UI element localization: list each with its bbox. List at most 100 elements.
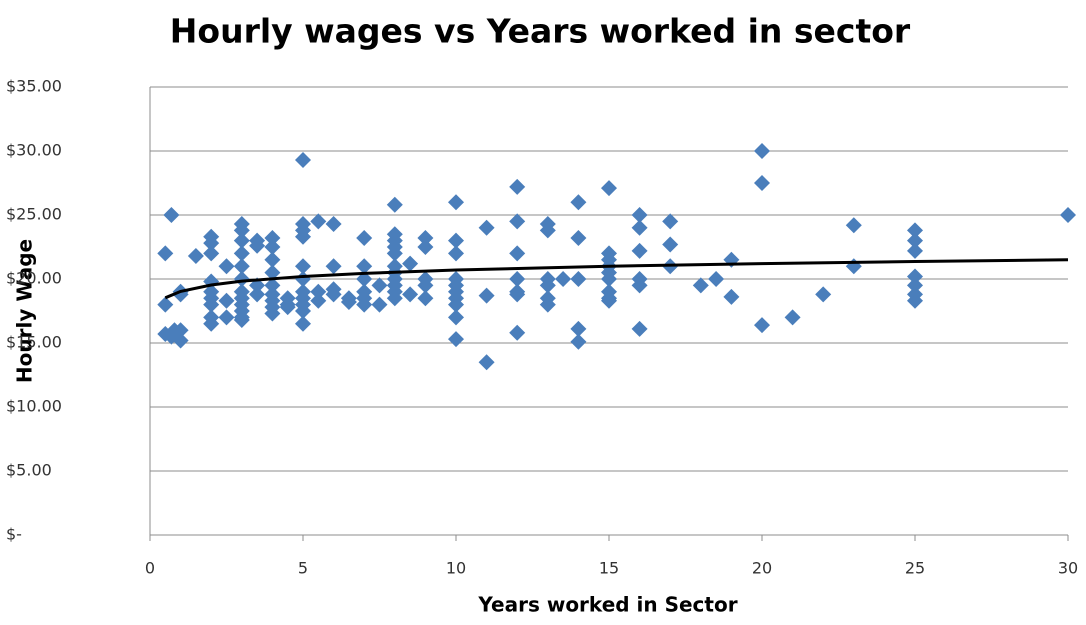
- data-point: [754, 317, 770, 334]
- data-point: [172, 322, 189, 339]
- data-point: [295, 151, 311, 168]
- data-point: [754, 143, 770, 159]
- data-point: [325, 215, 342, 232]
- y-tick-label: $20.00: [6, 269, 62, 288]
- data-point: [264, 305, 281, 322]
- data-point: [417, 290, 434, 307]
- data-point: [233, 232, 250, 249]
- data-point: [845, 217, 862, 234]
- data-point: [218, 309, 235, 326]
- data-point: [295, 303, 311, 319]
- data-point: [1060, 207, 1076, 223]
- data-point: [233, 222, 250, 239]
- data-point: [907, 222, 923, 239]
- x-tick-label: 30: [1058, 559, 1078, 578]
- data-point: [356, 296, 373, 313]
- data-point: [295, 258, 311, 275]
- data-point: [310, 213, 327, 230]
- data-point: [325, 258, 342, 275]
- data-point: [386, 245, 403, 262]
- data-point: [539, 277, 556, 294]
- data-point: [708, 271, 725, 287]
- data-point: [631, 277, 648, 294]
- x-tick-label: 0: [145, 559, 155, 578]
- data-point: [845, 258, 862, 275]
- data-point: [310, 283, 327, 300]
- data-point: [662, 236, 679, 253]
- data-point: [203, 296, 220, 313]
- y-axis-label: Hourly Wage: [13, 239, 37, 383]
- data-point: [815, 286, 832, 303]
- data-point: [448, 194, 464, 211]
- data-point: [448, 296, 464, 313]
- data-point: [509, 213, 526, 230]
- data-point: [264, 230, 281, 247]
- data-point: [264, 277, 281, 294]
- data-point: [754, 175, 770, 191]
- data-point: [509, 324, 526, 341]
- data-point: [264, 251, 281, 268]
- data-point: [371, 277, 388, 294]
- data-point: [570, 320, 587, 337]
- data-point: [601, 271, 617, 287]
- data-point: [448, 331, 464, 348]
- data-point: [555, 271, 572, 287]
- y-tick-label: $-: [6, 525, 22, 544]
- data-point: [539, 222, 556, 239]
- data-point: [570, 271, 587, 287]
- data-point: [784, 309, 801, 326]
- data-point: [325, 286, 342, 303]
- data-point: [631, 207, 648, 223]
- data-point: [233, 311, 250, 328]
- data-point: [163, 207, 180, 223]
- data-point: [907, 242, 923, 259]
- data-point: [203, 235, 220, 252]
- data-point: [907, 232, 923, 249]
- data-point: [509, 178, 526, 195]
- trendline: [164, 258, 1069, 300]
- data-point: [570, 194, 587, 211]
- data-point: [203, 315, 220, 332]
- data-point: [340, 294, 357, 311]
- y-tick-label: $30.00: [6, 141, 62, 160]
- data-point: [907, 277, 923, 294]
- data-point: [631, 320, 648, 337]
- data-point: [907, 292, 923, 309]
- data-point: [478, 287, 495, 304]
- x-tick-label: 5: [298, 559, 308, 578]
- data-point: [539, 296, 556, 313]
- data-point: [249, 286, 266, 303]
- data-point: [417, 277, 434, 294]
- data-point: [157, 245, 174, 262]
- data-point: [279, 299, 296, 316]
- data-point: [509, 271, 526, 287]
- x-tick-label: 15: [599, 559, 619, 578]
- data-point: [662, 213, 679, 230]
- x-axis-label: Years worked in Sector: [477, 593, 737, 617]
- data-point: [631, 219, 648, 236]
- y-tick-label: $15.00: [6, 333, 62, 352]
- data-point: [203, 245, 220, 262]
- data-point: [402, 286, 419, 303]
- data-point: [601, 180, 617, 197]
- y-tick-label: $10.00: [6, 397, 62, 416]
- data-point: [478, 219, 495, 236]
- data-point: [295, 315, 311, 332]
- y-tick-label: $25.00: [6, 205, 62, 224]
- data-point: [218, 258, 235, 275]
- data-point: [448, 309, 464, 326]
- data-point: [233, 258, 250, 275]
- data-point: [601, 292, 617, 309]
- data-point: [907, 268, 923, 285]
- data-point: [356, 258, 373, 275]
- data-point: [356, 230, 373, 247]
- data-point: [264, 264, 281, 281]
- data-point: [157, 296, 174, 313]
- data-point: [218, 292, 235, 309]
- data-point: [172, 332, 189, 349]
- data-point: [417, 230, 434, 247]
- data-point: [295, 228, 311, 245]
- data-point: [233, 245, 250, 262]
- data-point: [723, 288, 740, 305]
